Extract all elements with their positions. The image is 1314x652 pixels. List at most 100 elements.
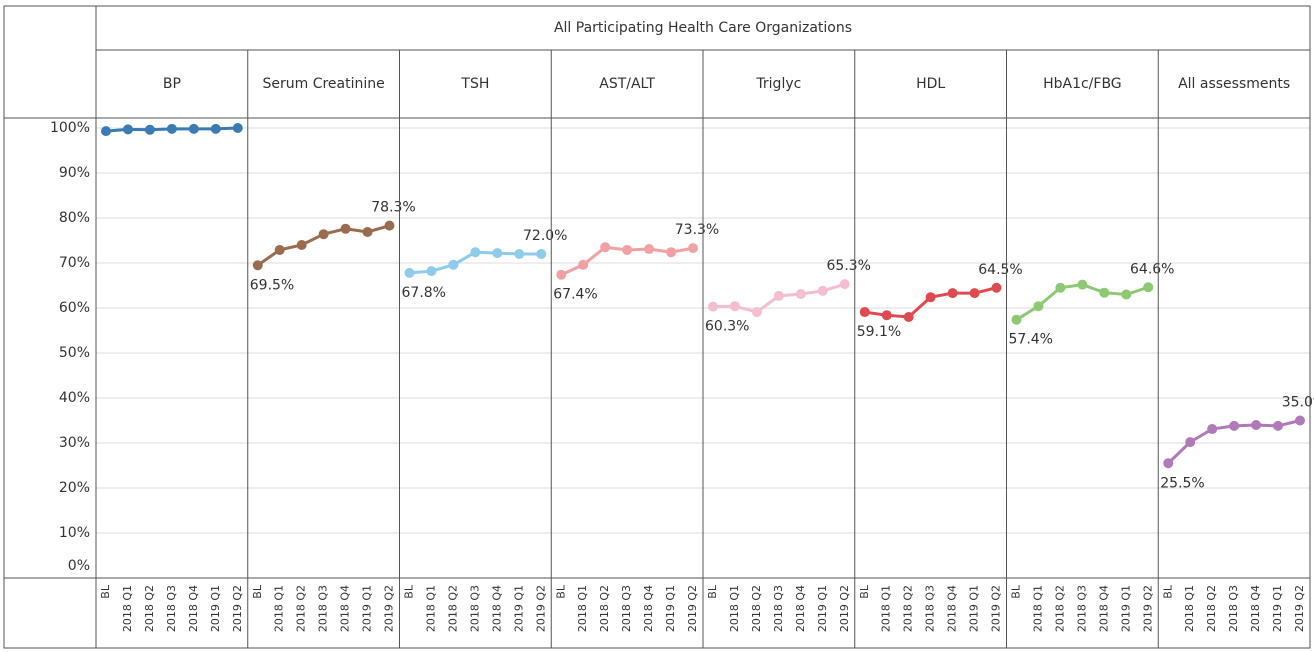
x-tick-label: 2019 Q2 <box>1141 585 1154 632</box>
x-tick-label: 2019 Q2 <box>838 585 851 632</box>
data-point <box>232 123 243 133</box>
x-tick-label: 2018 Q1 <box>424 585 437 632</box>
data-label: 73.3% <box>675 222 719 238</box>
data-point <box>1251 420 1262 430</box>
x-tick-label: 2018 Q1 <box>576 585 589 632</box>
x-tick-label: 2018 Q3 <box>165 585 178 632</box>
data-label: 64.5% <box>978 262 1022 278</box>
data-point <box>729 301 740 312</box>
data-label: 67.4% <box>553 287 597 303</box>
x-tick-label: 2018 Q2 <box>446 585 459 632</box>
y-tick-label: 50% <box>59 345 90 361</box>
data-point <box>166 123 177 134</box>
data-point <box>1121 289 1132 300</box>
data-point <box>1099 287 1110 298</box>
x-tick-label: 2018 Q4 <box>187 585 200 632</box>
data-point <box>991 282 1002 293</box>
data-point <box>210 123 221 134</box>
data-point <box>536 249 547 259</box>
data-point <box>556 269 567 280</box>
x-tick-label: 2018 Q1 <box>880 585 893 632</box>
data-label: 69.5% <box>250 277 294 293</box>
data-point <box>708 301 718 312</box>
x-tick-label: 2018 Q4 <box>794 585 807 632</box>
x-tick-label: 2019 Q2 <box>686 585 699 632</box>
x-tick-label: 2019 Q1 <box>1271 585 1284 632</box>
x-tick-label: 2019 Q2 <box>534 585 547 632</box>
x-tick-label: 2018 Q4 <box>642 585 655 632</box>
data-label: 72.0% <box>523 228 567 244</box>
data-point <box>773 290 784 301</box>
x-tick-label: 2019 Q1 <box>664 585 677 632</box>
data-label: 64.6% <box>1130 261 1174 277</box>
x-tick-label: 2018 Q2 <box>143 585 156 632</box>
data-point <box>688 243 698 254</box>
y-tick-label: 90% <box>59 165 90 181</box>
data-label: 35.0% <box>1282 395 1314 411</box>
data-point <box>969 288 980 299</box>
data-point <box>252 260 263 271</box>
panel-title: HDL <box>916 76 945 92</box>
x-tick-label: 2018 Q3 <box>1227 585 1240 632</box>
x-tick-label: 2018 Q3 <box>468 585 481 632</box>
data-point <box>644 244 655 255</box>
data-point <box>514 249 525 259</box>
y-tick-label: 70% <box>59 255 90 271</box>
chart-title: All Participating Health Care Organizati… <box>554 20 852 36</box>
x-tick-label: BL <box>554 584 567 599</box>
panel-title: Triglyc <box>755 76 801 92</box>
x-tick-label: 2018 Q2 <box>295 585 308 632</box>
x-tick-label: 2018 Q1 <box>121 585 134 632</box>
data-point <box>578 259 589 270</box>
panel-title: All assessments <box>1178 76 1290 92</box>
x-tick-label: 2018 Q4 <box>339 585 352 632</box>
data-point <box>795 289 806 300</box>
x-tick-label: 2019 Q1 <box>209 585 222 632</box>
x-tick-label: 2019 Q1 <box>361 585 374 632</box>
data-point <box>1185 437 1196 448</box>
data-point <box>947 288 958 299</box>
x-tick-label: 2018 Q3 <box>772 585 785 632</box>
y-tick-label: 10% <box>59 525 90 541</box>
data-point <box>470 247 481 258</box>
y-tick-label: 100% <box>50 120 90 136</box>
data-point <box>666 247 677 258</box>
panel-title: AST/ALT <box>599 76 655 92</box>
x-tick-label: 2018 Q2 <box>1205 585 1218 632</box>
data-label: 65.3% <box>827 258 871 274</box>
data-point <box>101 126 111 137</box>
x-tick-label: 2019 Q2 <box>231 585 244 632</box>
data-point <box>448 259 459 270</box>
x-tick-label: 2018 Q4 <box>946 585 959 632</box>
data-point <box>1207 424 1218 435</box>
data-point <box>1295 415 1305 426</box>
data-point <box>925 292 936 303</box>
data-point <box>362 226 373 237</box>
x-tick-label: 2018 Q3 <box>924 585 937 632</box>
data-point <box>384 220 395 231</box>
x-tick-label: 2019 Q2 <box>990 585 1003 632</box>
data-point <box>817 285 828 296</box>
data-point <box>340 223 351 234</box>
x-tick-label: BL <box>403 584 416 599</box>
data-point <box>122 124 133 135</box>
data-point <box>1273 420 1284 431</box>
data-point <box>318 229 329 240</box>
x-tick-label: 2018 Q2 <box>1053 585 1066 632</box>
y-tick-label: 30% <box>59 435 90 451</box>
panel-title: TSH <box>460 76 489 92</box>
data-point <box>492 248 503 259</box>
data-label: 78.3% <box>371 200 415 216</box>
data-point <box>296 240 307 250</box>
panel-title: Serum Creatinine <box>262 76 384 92</box>
y-tick-label: 0% <box>68 558 90 574</box>
x-tick-label: 2018 Q2 <box>902 585 915 632</box>
x-tick-label: 2018 Q1 <box>728 585 741 632</box>
x-tick-label: 2019 Q2 <box>383 585 396 632</box>
data-point <box>1229 420 1240 431</box>
x-tick-label: BL <box>858 584 871 599</box>
x-tick-label: 2018 Q4 <box>1097 585 1110 632</box>
data-point <box>274 244 285 255</box>
x-tick-label: 2018 Q4 <box>1249 585 1262 632</box>
